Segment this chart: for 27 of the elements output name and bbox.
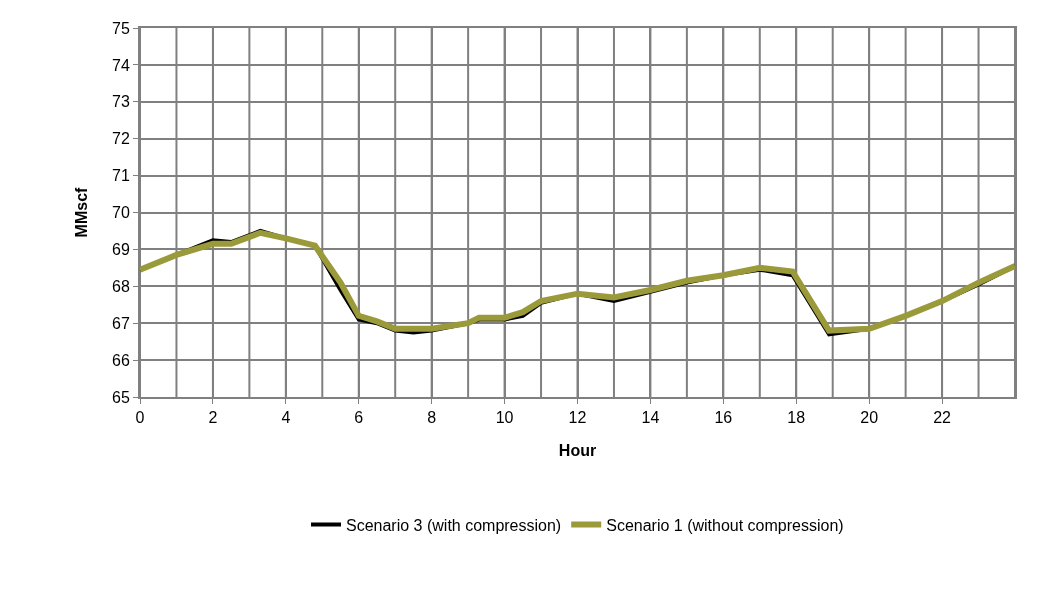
- x-axis-title: Hour: [558, 442, 597, 460]
- y-tick-label: 65: [112, 388, 130, 406]
- y-tick-label: 69: [112, 241, 130, 258]
- x-tick-label: 4: [281, 409, 291, 427]
- x-tick-label: 0: [135, 409, 145, 427]
- y-tick-label: 75: [112, 19, 130, 37]
- y-tick-label: 73: [112, 93, 130, 111]
- x-tick-label: 8: [427, 409, 437, 427]
- x-tick-label: 20: [860, 409, 879, 427]
- y-tick-label: 74: [112, 56, 130, 74]
- y-tick-label: 67: [112, 314, 130, 332]
- y-tick-label: 68: [112, 277, 130, 295]
- x-tick-label: 2: [208, 409, 218, 427]
- y-tick-label: 71: [112, 167, 130, 185]
- x-tick-label: 12: [568, 409, 587, 427]
- legend-label: Scenario 1 (without compression): [606, 516, 844, 534]
- y-axis-title: MMscf: [73, 186, 91, 238]
- x-tick-label: 14: [641, 409, 660, 427]
- x-tick-label: 16: [714, 409, 733, 427]
- y-tick-label: 72: [112, 130, 130, 148]
- x-tick-label: 10: [495, 409, 514, 427]
- x-tick-label: 22: [933, 409, 952, 427]
- y-tick-label: 70: [112, 204, 130, 222]
- y-tick-label: 66: [112, 351, 130, 369]
- x-tick-label: 18: [787, 409, 806, 427]
- legend-label: Scenario 3 (with compression): [346, 516, 562, 534]
- x-tick-label: 6: [354, 409, 364, 427]
